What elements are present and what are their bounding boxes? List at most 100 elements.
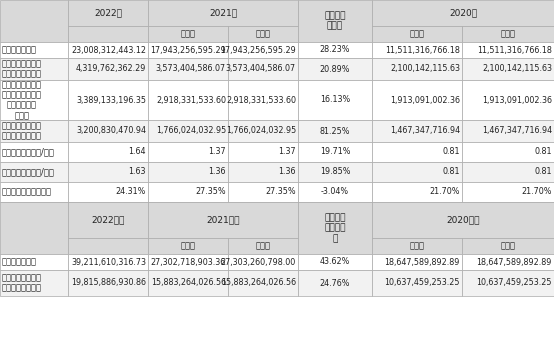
- Bar: [462, 238, 554, 254]
- Text: 稼释每股收益（元/股）: 稼释每股收益（元/股）: [2, 168, 55, 176]
- Text: 2021年: 2021年: [209, 9, 237, 18]
- Bar: [68, 142, 148, 162]
- Text: 调整前: 调整前: [181, 242, 196, 251]
- Bar: [0, 80, 68, 120]
- Text: 1.37: 1.37: [278, 147, 296, 156]
- Text: 20.89%: 20.89%: [320, 64, 350, 73]
- Bar: [228, 238, 298, 254]
- Text: 本年比上
年增减: 本年比上 年增减: [324, 11, 346, 31]
- Text: 1,467,347,716.94: 1,467,347,716.94: [390, 126, 460, 135]
- Bar: [68, 0, 148, 26]
- Bar: [0, 202, 68, 254]
- Bar: [148, 270, 228, 296]
- Bar: [0, 58, 68, 80]
- Text: 归属于上市公司股
东的净资产（元）: 归属于上市公司股 东的净资产（元）: [2, 273, 42, 293]
- Bar: [298, 80, 372, 120]
- Text: 27,302,718,903.36: 27,302,718,903.36: [151, 257, 226, 266]
- Bar: [298, 0, 372, 42]
- Bar: [462, 254, 554, 270]
- Bar: [228, 120, 298, 142]
- Bar: [372, 80, 462, 120]
- Bar: [228, 26, 298, 42]
- Text: 19.71%: 19.71%: [320, 147, 350, 156]
- Text: 21.70%: 21.70%: [429, 188, 460, 197]
- Text: 18,647,589,892.89: 18,647,589,892.89: [384, 257, 460, 266]
- Bar: [298, 202, 372, 254]
- Text: 15,883,264,026.56: 15,883,264,026.56: [151, 279, 226, 287]
- Text: 本年末比
上年末增
减: 本年末比 上年末增 减: [324, 213, 346, 243]
- Bar: [228, 254, 298, 270]
- Bar: [462, 120, 554, 142]
- Text: 24.31%: 24.31%: [116, 188, 146, 197]
- Text: 1.37: 1.37: [208, 147, 226, 156]
- Text: 经营活动产生的现
金流量净额（元）: 经营活动产生的现 金流量净额（元）: [2, 121, 42, 141]
- Bar: [68, 120, 148, 142]
- Text: 3,573,404,586.07: 3,573,404,586.07: [226, 64, 296, 73]
- Text: 1,913,091,002.36: 1,913,091,002.36: [482, 96, 552, 105]
- Text: 0.81: 0.81: [535, 147, 552, 156]
- Text: 19.85%: 19.85%: [320, 168, 350, 176]
- Bar: [148, 26, 228, 42]
- Text: 调整前: 调整前: [181, 29, 196, 39]
- Text: 27,303,260,798.00: 27,303,260,798.00: [220, 257, 296, 266]
- Bar: [0, 0, 68, 42]
- Text: 1.64: 1.64: [129, 147, 146, 156]
- Text: 归属于上市公司股
东的净利润（元）: 归属于上市公司股 东的净利润（元）: [2, 59, 42, 79]
- Bar: [462, 270, 554, 296]
- Text: 23,008,312,443.12: 23,008,312,443.12: [71, 45, 146, 54]
- Text: 15,883,264,026.56: 15,883,264,026.56: [221, 279, 296, 287]
- Text: 2,100,142,115.63: 2,100,142,115.63: [482, 64, 552, 73]
- Bar: [372, 0, 554, 26]
- Text: 调整前: 调整前: [409, 29, 424, 39]
- Bar: [148, 58, 228, 80]
- Text: 调整后: 调整后: [255, 242, 270, 251]
- Bar: [0, 182, 68, 202]
- Text: 2,918,331,533.60: 2,918,331,533.60: [226, 96, 296, 105]
- Text: 3,389,133,196.35: 3,389,133,196.35: [76, 96, 146, 105]
- Text: 17,943,256,595.29: 17,943,256,595.29: [150, 45, 226, 54]
- Text: 2,918,331,533.60: 2,918,331,533.60: [156, 96, 226, 105]
- Bar: [298, 182, 372, 202]
- Bar: [68, 182, 148, 202]
- Bar: [148, 202, 298, 238]
- Bar: [68, 202, 148, 238]
- Bar: [148, 238, 228, 254]
- Text: 81.25%: 81.25%: [320, 126, 350, 135]
- Text: 43.62%: 43.62%: [320, 257, 350, 266]
- Bar: [148, 0, 298, 26]
- Bar: [0, 162, 68, 182]
- Text: 1,766,024,032.95: 1,766,024,032.95: [225, 126, 296, 135]
- Bar: [148, 254, 228, 270]
- Bar: [462, 162, 554, 182]
- Bar: [372, 162, 462, 182]
- Text: 3,200,830,470.94: 3,200,830,470.94: [76, 126, 146, 135]
- Bar: [0, 142, 68, 162]
- Text: -3.04%: -3.04%: [321, 188, 349, 197]
- Bar: [148, 80, 228, 120]
- Bar: [68, 58, 148, 80]
- Text: 24.76%: 24.76%: [320, 279, 350, 287]
- Bar: [68, 238, 148, 254]
- Text: 27.35%: 27.35%: [265, 188, 296, 197]
- Text: 1.36: 1.36: [279, 168, 296, 176]
- Text: 0.81: 0.81: [443, 147, 460, 156]
- Text: 基本每股收益（元/股）: 基本每股收益（元/股）: [2, 147, 55, 156]
- Bar: [228, 182, 298, 202]
- Bar: [298, 270, 372, 296]
- Text: 1,913,091,002.36: 1,913,091,002.36: [390, 96, 460, 105]
- Bar: [298, 162, 372, 182]
- Bar: [228, 142, 298, 162]
- Bar: [68, 42, 148, 58]
- Text: 营业收入（元）: 营业收入（元）: [2, 45, 37, 54]
- Text: 2020年: 2020年: [449, 9, 477, 18]
- Text: 调整后: 调整后: [500, 242, 516, 251]
- Bar: [228, 270, 298, 296]
- Text: 10,637,459,253.25: 10,637,459,253.25: [476, 279, 552, 287]
- Bar: [148, 120, 228, 142]
- Text: 调整前: 调整前: [409, 242, 424, 251]
- Bar: [372, 270, 462, 296]
- Text: 4,319,762,362.29: 4,319,762,362.29: [76, 64, 146, 73]
- Text: 3,573,404,586.07: 3,573,404,586.07: [156, 64, 226, 73]
- Text: 0.81: 0.81: [535, 168, 552, 176]
- Bar: [298, 120, 372, 142]
